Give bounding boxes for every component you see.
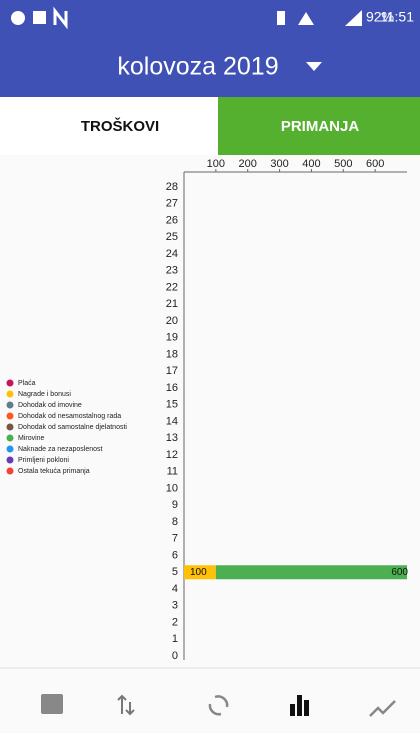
legend-swatch	[6, 390, 14, 398]
y-tick-label: 17	[166, 365, 178, 377]
tab-expenses[interactable]	[0, 97, 218, 155]
y-tick-label: 6	[172, 549, 178, 561]
y-tick-label: 27	[166, 198, 178, 210]
y-tick-label: 10	[166, 482, 178, 494]
y-tick-label: 13	[166, 432, 178, 444]
x-tick-label: 600	[366, 158, 384, 170]
y-tick-label: 24	[166, 248, 178, 260]
dropdown-arrow[interactable]	[306, 62, 322, 71]
legend-label: Primljeni pokloni	[18, 457, 69, 464]
y-tick-label: 23	[166, 265, 178, 277]
legend-label: Dohodak od samostalne djelatnosti	[18, 424, 127, 431]
app-bar	[0, 0, 420, 97]
y-tick-label: 22	[166, 281, 178, 293]
y-tick-label: 8	[172, 516, 178, 528]
legend-label: Nagrade i bonusi	[18, 391, 71, 398]
y-tick-label: 2	[172, 616, 178, 628]
legend-swatch	[6, 379, 14, 387]
chart: 100 200 300 400 500 6000123456789101112131415…	[6, 158, 408, 662]
y-tick-label: 5	[172, 566, 178, 578]
nav-stats[interactable]	[290, 695, 309, 716]
nav-transfers[interactable]	[117, 694, 135, 716]
legend-swatch	[6, 467, 14, 475]
n-icon	[53, 6, 68, 30]
legend-swatch	[6, 401, 14, 409]
bar-segment	[184, 565, 216, 580]
y-tick-label: 18	[166, 348, 178, 360]
x-tick-label: 500	[334, 158, 352, 170]
x-tick-label: 400	[302, 158, 320, 170]
legend-swatch	[6, 412, 14, 420]
data-label: 100	[190, 567, 207, 578]
y-tick-label: 7	[172, 533, 178, 545]
nav-wallet[interactable]	[41, 694, 63, 714]
y-tick-label: 21	[166, 298, 178, 310]
legend-swatch	[6, 423, 14, 431]
y-tick-label: 26	[166, 214, 178, 226]
tab-income[interactable]	[218, 97, 420, 155]
y-tick-label: 1	[172, 633, 178, 645]
bar-segment	[215, 565, 407, 580]
nav-sync[interactable]	[208, 695, 229, 716]
legend-label: Plaća	[18, 380, 36, 387]
y-tick-label: 4	[172, 583, 178, 595]
legend-label: Dohodak od nesamostalnog rada	[18, 413, 121, 420]
y-tick-label: 25	[166, 231, 178, 243]
y-tick-label: 16	[166, 382, 178, 394]
battery-text: 92%	[366, 9, 394, 25]
y-tick-label: 9	[172, 499, 178, 511]
messenger-icon	[11, 11, 25, 25]
month-title[interactable]: kolovoza 2019	[117, 53, 278, 81]
tab-label[interactable]: PRIMANJA	[281, 118, 360, 135]
legend-label: Ostala tekuća primanja	[18, 468, 90, 475]
x-tick-label: 100	[207, 158, 225, 170]
y-tick-label: 11	[167, 466, 178, 478]
legend-swatch	[6, 445, 14, 453]
time-text: 11:51	[380, 9, 414, 25]
legend-label: Dohodak od imovine	[18, 402, 82, 409]
y-tick-label: 19	[166, 332, 178, 344]
legend-swatch	[6, 434, 14, 442]
legend-swatch	[6, 456, 14, 464]
legend-label: Naknade za nezaposlenost	[18, 446, 103, 453]
nav-trend[interactable]	[369, 700, 396, 717]
y-tick-label: 20	[166, 315, 178, 327]
image-icon	[33, 11, 46, 24]
cell-icon	[345, 10, 362, 26]
y-tick-label: 3	[172, 600, 178, 612]
tab-label[interactable]: TROŠKOVI	[81, 117, 159, 135]
legend-label: Mirovine	[18, 435, 45, 442]
signal-icons	[277, 11, 314, 25]
data-label: 600	[391, 567, 408, 578]
y-tick-label: 12	[166, 449, 178, 461]
x-tick-label: 300	[270, 158, 288, 170]
x-tick-label: 200	[239, 158, 257, 170]
y-tick-label: 14	[166, 415, 178, 427]
y-tick-label: 15	[166, 399, 178, 411]
y-tick-label: 28	[166, 181, 178, 193]
y-tick-label: 0	[172, 650, 178, 662]
